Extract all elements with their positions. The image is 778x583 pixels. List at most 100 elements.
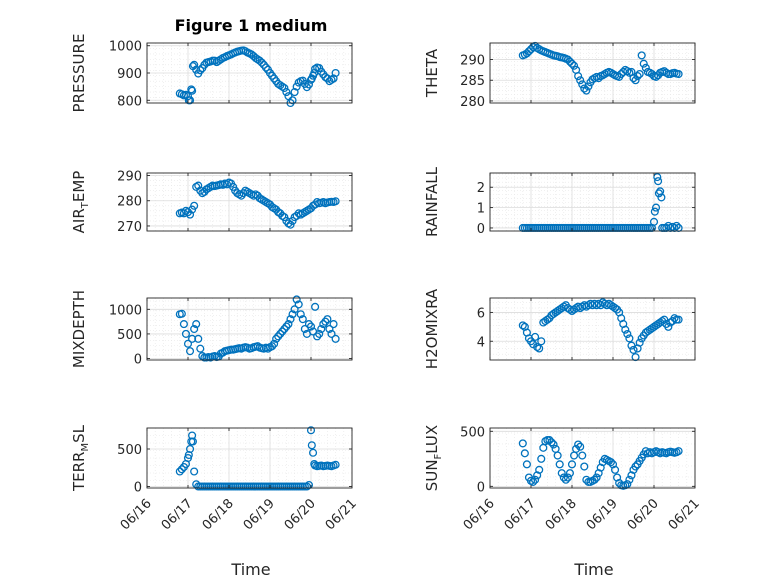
data-point bbox=[528, 477, 538, 486]
y-axis-label-tail: SL bbox=[70, 424, 88, 443]
data-point bbox=[331, 197, 340, 206]
data-point bbox=[304, 320, 314, 329]
data-point bbox=[547, 438, 556, 447]
data-point bbox=[557, 469, 566, 478]
data-point bbox=[625, 475, 634, 484]
data-point bbox=[313, 332, 322, 341]
y-tick-label: 500 bbox=[460, 425, 485, 440]
y-tick-label: 290 bbox=[117, 170, 142, 185]
y-tick-label: 0 bbox=[134, 353, 142, 368]
subplot-6: 4 6 H2OMIXRA bbox=[423, 288, 696, 369]
data-point bbox=[561, 475, 570, 484]
data-point bbox=[186, 96, 195, 105]
data-point bbox=[179, 320, 188, 329]
data-series bbox=[175, 46, 340, 108]
data-point bbox=[308, 448, 318, 457]
y-axis-label: MIXDEPTH bbox=[70, 290, 88, 368]
data-point bbox=[657, 193, 666, 202]
data-point bbox=[563, 55, 572, 64]
axes-box bbox=[489, 297, 696, 361]
y-tick-label: 6 bbox=[477, 306, 485, 321]
y-axis-label: PRESSURE bbox=[70, 34, 88, 113]
data-point bbox=[292, 82, 301, 91]
data-series bbox=[175, 178, 340, 229]
y-tick-label: 800 bbox=[117, 94, 142, 109]
data-point bbox=[651, 203, 661, 212]
axes-box bbox=[146, 427, 353, 489]
axes-box bbox=[146, 297, 353, 361]
data-point bbox=[261, 63, 270, 72]
data-point bbox=[237, 191, 246, 200]
data-point bbox=[292, 295, 301, 304]
y-axis-label-main: MIXDEPTH bbox=[70, 290, 88, 368]
data-point bbox=[621, 325, 630, 334]
y-tick-label: 280 bbox=[460, 95, 485, 110]
data-point bbox=[194, 334, 203, 343]
data-point bbox=[623, 67, 632, 76]
axes-box bbox=[146, 172, 353, 232]
axes-box bbox=[489, 172, 696, 232]
data-point bbox=[216, 55, 225, 64]
y-tick-label: 280 bbox=[117, 195, 142, 210]
data-point bbox=[196, 66, 205, 75]
data-point bbox=[580, 462, 589, 471]
data-point bbox=[664, 322, 673, 331]
data-point bbox=[327, 75, 336, 84]
data-point bbox=[637, 51, 646, 60]
y-axis-label: H2OMIXRA bbox=[423, 288, 441, 369]
data-point bbox=[183, 339, 193, 348]
y-axis-label-subscript: M bbox=[80, 443, 91, 452]
data-point bbox=[567, 59, 577, 68]
data-point bbox=[290, 88, 299, 97]
subplot-4: 0 1 2 RAINFALL bbox=[423, 166, 696, 237]
data-point bbox=[633, 72, 642, 81]
data-point bbox=[545, 436, 554, 445]
data-point bbox=[565, 469, 574, 478]
y-axis-label-main: AIR bbox=[70, 208, 88, 233]
axes-box bbox=[489, 42, 696, 104]
data-point bbox=[190, 324, 199, 334]
data-point bbox=[194, 181, 203, 190]
data-point bbox=[674, 69, 683, 79]
y-tick-label: 0 bbox=[477, 222, 485, 237]
y-tick-label: 500 bbox=[117, 328, 142, 343]
data-point bbox=[631, 353, 640, 362]
data-point bbox=[610, 465, 620, 474]
data-point bbox=[188, 334, 197, 343]
data-point bbox=[569, 61, 579, 70]
y-axis-label-subscript: T bbox=[80, 201, 91, 209]
data-point bbox=[623, 329, 632, 339]
data-point bbox=[522, 460, 531, 469]
data-point bbox=[574, 72, 583, 81]
data-point bbox=[183, 208, 193, 217]
data-point bbox=[535, 465, 544, 474]
data-point bbox=[190, 60, 199, 69]
data-point bbox=[321, 317, 330, 326]
data-point bbox=[296, 310, 305, 319]
y-axis-label-tail: LUX bbox=[423, 425, 441, 454]
data-point bbox=[565, 57, 574, 66]
data-point bbox=[533, 342, 542, 352]
y-axis-label: SUNFLUX bbox=[423, 425, 444, 491]
data-point bbox=[278, 327, 287, 336]
data-point bbox=[631, 462, 640, 471]
data-point bbox=[288, 310, 297, 319]
data-point bbox=[531, 475, 540, 484]
data-point bbox=[327, 329, 336, 338]
data-point bbox=[672, 221, 681, 230]
data-point bbox=[629, 74, 638, 83]
data-point bbox=[186, 210, 195, 219]
data-point bbox=[183, 92, 193, 101]
data-point bbox=[331, 460, 340, 469]
data-point bbox=[331, 334, 340, 343]
data-point bbox=[631, 76, 640, 85]
data-point bbox=[543, 315, 552, 324]
subplot-3: 270 280 290 AIRTEMP bbox=[70, 170, 353, 235]
y-axis-label: AIRTEMP bbox=[70, 171, 91, 234]
data-point bbox=[190, 467, 199, 476]
data-series bbox=[175, 426, 340, 491]
y-axis-label-main: TERR bbox=[70, 452, 88, 493]
y-tick-label: 2 bbox=[477, 181, 485, 196]
